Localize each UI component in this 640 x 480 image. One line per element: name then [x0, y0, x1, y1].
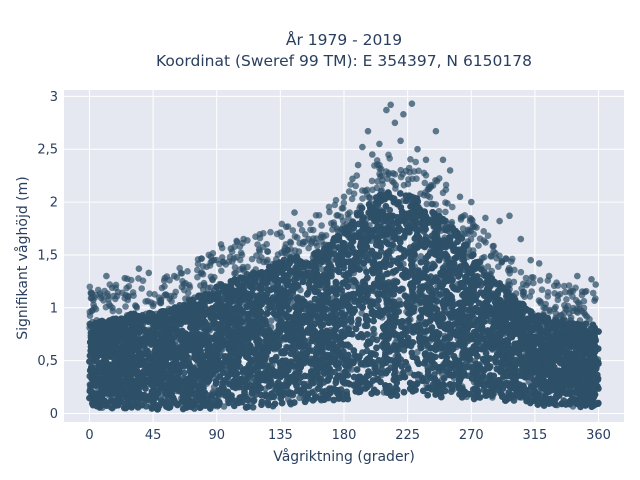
data-point — [248, 377, 255, 385]
data-points — [86, 100, 602, 413]
data-point — [417, 252, 425, 260]
data-point — [268, 317, 275, 325]
data-point — [370, 325, 378, 333]
